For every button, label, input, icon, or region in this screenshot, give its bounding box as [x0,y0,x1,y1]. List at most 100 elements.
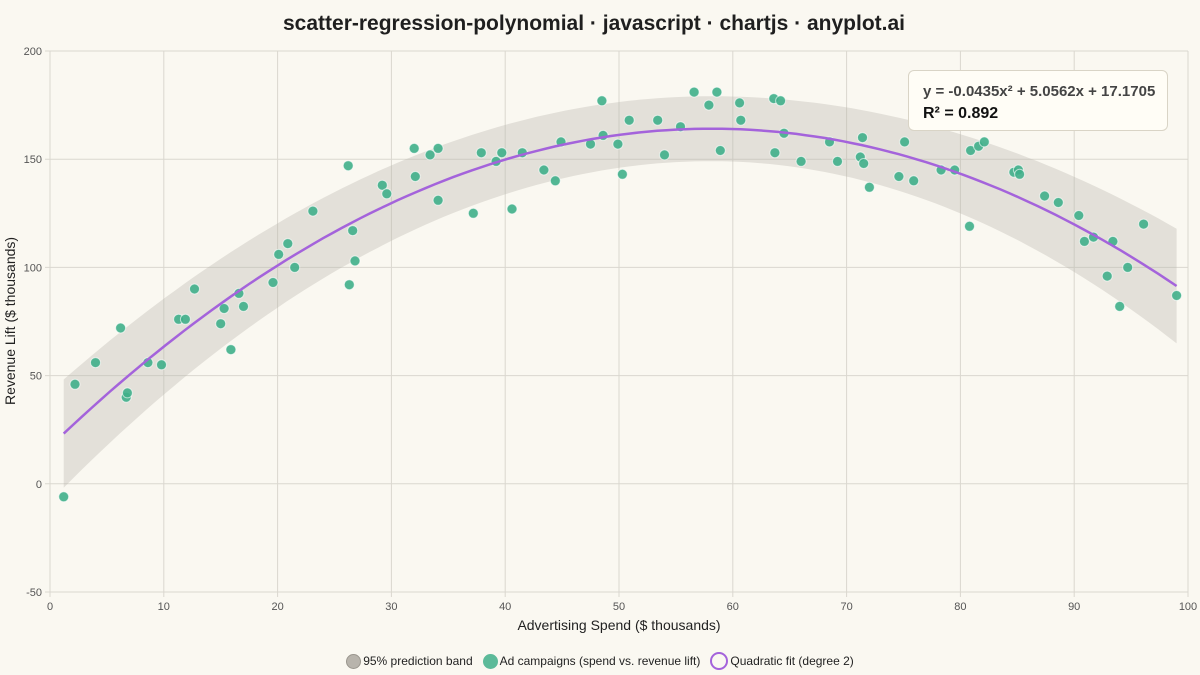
y-tick-label: 200 [24,46,42,58]
x-tick-label: 10 [158,601,170,613]
legend: 95% prediction band Ad campaigns (spend … [0,651,1200,671]
data-point[interactable] [857,132,868,144]
legend-label: 95% prediction band [363,654,473,668]
data-point[interactable] [1039,190,1051,202]
data-point[interactable] [714,145,726,156]
x-tick-label: 100 [1179,601,1197,613]
data-point[interactable] [769,147,781,159]
prediction-band-layer [63,96,1177,488]
data-point[interactable] [267,277,279,288]
data-point[interactable] [409,171,421,182]
data-point[interactable] [612,138,624,150]
x-tick-label: 30 [385,601,397,613]
legend-label: Quadratic fit (degree 2) [730,654,854,668]
fit-curve [62,127,1178,435]
data-point[interactable] [775,95,787,107]
prediction-band [63,96,1177,488]
data-point[interactable] [1101,270,1113,282]
data-point[interactable] [652,114,664,126]
x-tick-label: 70 [840,601,852,613]
data-point[interactable] [688,86,700,98]
data-point[interactable] [711,86,723,98]
data-point[interactable] [218,303,230,314]
legend-item-prediction-band[interactable]: 95% prediction band [346,653,473,669]
data-point[interactable] [978,136,990,148]
data-point[interactable] [538,164,550,176]
ad-campaigns-swatch [482,653,498,669]
data-point[interactable] [467,207,479,219]
data-point[interactable] [659,149,670,161]
data-point[interactable] [908,175,920,187]
data-point[interactable] [408,142,420,154]
data-point[interactable] [349,255,361,267]
data-point[interactable] [616,168,628,180]
data-point[interactable] [1114,300,1126,312]
regression-equation-box: y = -0.0435x² + 5.0562x + 17.1705 R² = 0… [908,70,1168,131]
data-point[interactable] [863,181,875,193]
fit-curve-layer [62,127,1178,435]
data-point[interactable] [376,179,388,191]
x-tick-label: 80 [954,601,966,613]
data-point[interactable] [215,318,227,330]
data-point[interactable] [858,158,870,169]
x-tick-label: 60 [727,601,739,613]
r-squared: R² = 0.892 [923,105,999,122]
data-point[interactable] [1138,218,1150,230]
data-point[interactable] [964,220,975,232]
data-point[interactable] [347,225,359,237]
data-point[interactable] [289,261,301,273]
data-point[interactable] [596,95,608,107]
data-point[interactable] [189,283,200,295]
data-point[interactable] [703,99,715,111]
data-point[interactable] [623,114,635,126]
data-point[interactable] [273,248,285,260]
data-point[interactable] [424,149,436,161]
data-point[interactable] [735,114,747,126]
data-point[interactable] [307,205,319,217]
data-point[interactable] [1073,210,1085,221]
data-point[interactable] [475,147,487,159]
x-tick-label: 40 [499,601,511,613]
data-point[interactable] [342,160,354,172]
x-tick-label: 20 [271,601,283,613]
data-point[interactable] [282,238,294,250]
data-point[interactable] [432,194,444,206]
data-point[interactable] [1122,261,1134,273]
tick-labels: 0 10 20 30 40 50 60 70 80 90 100 -50 0 50 100 150 200 [24,46,1198,613]
data-point[interactable] [225,344,237,356]
data-point[interactable] [496,147,508,159]
chart-title: scatter-regression-polynomial · javascri… [283,12,905,35]
data-point[interactable] [69,378,81,390]
legend-item-ad-campaigns[interactable]: Ad campaigns (spend vs. revenue lift) [482,653,700,669]
data-point[interactable] [381,188,393,200]
data-point[interactable] [893,171,905,182]
data-point[interactable] [899,136,911,148]
x-tick-label: 0 [47,601,53,613]
legend-item-quadratic-fit[interactable]: Quadratic fit (degree 2) [710,652,854,670]
data-point[interactable] [156,359,167,371]
data-point[interactable] [506,203,518,215]
data-point[interactable] [179,313,191,325]
prediction-band-swatch [346,653,362,669]
data-point[interactable] [734,97,746,109]
y-tick-label: 150 [24,154,42,166]
data-point[interactable] [795,155,807,167]
data-point[interactable] [1078,235,1090,247]
data-point[interactable] [90,357,101,369]
data-point[interactable] [1171,290,1183,301]
x-axis-label: Advertising Spend ($ thousands) [517,617,720,633]
data-point[interactable] [238,300,249,312]
data-point[interactable] [121,387,133,399]
data-point[interactable] [58,491,70,503]
data-point[interactable] [432,142,444,154]
data-point[interactable] [1052,197,1064,208]
scatter-points-layer [58,86,1183,503]
data-point[interactable] [832,155,843,167]
data-point[interactable] [115,322,127,334]
data-point[interactable] [549,175,561,187]
grid [45,50,1189,597]
quadratic-fit-swatch [710,652,729,670]
data-point[interactable] [343,279,355,291]
data-point[interactable] [1014,168,1026,180]
